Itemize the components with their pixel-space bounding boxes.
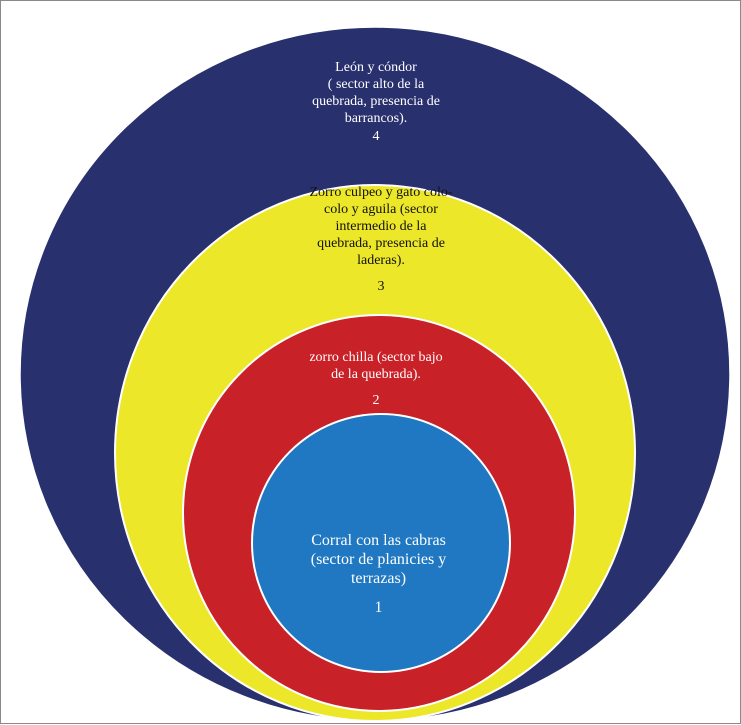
level-1-label: Corral con las cabras (sector de planici… — [281, 512, 476, 636]
level-3-label: Zorro culpeo y gato colo- colo y aguila … — [281, 167, 481, 312]
level-1-description: Corral con las cabras (sector de planici… — [310, 532, 447, 587]
level-3-description: Zorro culpeo y gato colo- colo y aguila … — [309, 185, 453, 268]
level-3-number: 3 — [377, 279, 385, 294]
level-4-label: León y cóndor ( sector alto de la quebra… — [276, 42, 476, 162]
level-4-number: 4 — [372, 129, 380, 144]
level-2-label: zorro chilla (sector bajo de la quebrada… — [281, 332, 471, 426]
level-2-number: 2 — [372, 393, 380, 408]
level-2-description: zorro chilla (sector bajo de la quebrada… — [309, 350, 443, 382]
circle-level-1 — [251, 413, 511, 673]
level-1-number: 1 — [374, 599, 383, 616]
level-4-description: León y cóndor ( sector alto de la quebra… — [312, 60, 440, 126]
